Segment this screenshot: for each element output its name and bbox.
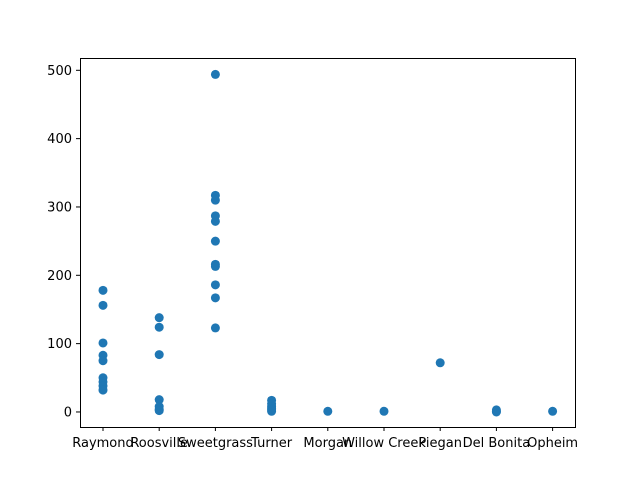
y-tick-label: 300 xyxy=(47,200,72,215)
x-tick-label: Piegan xyxy=(418,436,462,451)
y-tick-label: 100 xyxy=(47,337,72,352)
data-point xyxy=(98,300,108,310)
data-point xyxy=(210,236,220,246)
x-tick-label: Del Bonita xyxy=(463,436,531,451)
data-point xyxy=(323,406,333,416)
data-point xyxy=(210,323,220,333)
data-point xyxy=(548,406,558,416)
y-axis: 0 100 200 300 400 500 xyxy=(47,64,80,420)
x-tick-label: Raymond xyxy=(72,436,134,451)
data-point xyxy=(210,69,220,79)
data-point xyxy=(154,406,164,416)
data-point xyxy=(379,406,389,416)
y-tick-label: 200 xyxy=(47,269,72,284)
data-point xyxy=(154,350,164,360)
data-point xyxy=(210,195,220,205)
data-point xyxy=(210,261,220,271)
data-point xyxy=(267,406,277,416)
data-point xyxy=(210,280,220,290)
data-point xyxy=(435,358,445,368)
data-point xyxy=(98,356,108,366)
x-tick-label: Turner xyxy=(250,436,293,451)
data-point xyxy=(491,407,501,417)
plot-area xyxy=(98,69,558,417)
data-point xyxy=(154,395,164,405)
x-tick-label: Opheim xyxy=(527,436,578,451)
data-point xyxy=(154,313,164,323)
x-tick-label: Sweetgrass xyxy=(178,436,253,451)
data-point xyxy=(210,293,220,303)
y-tick-label: 400 xyxy=(47,132,72,147)
data-point xyxy=(210,216,220,226)
x-tick-label: Willow Creek xyxy=(342,436,426,451)
y-tick-label: 500 xyxy=(47,64,72,79)
x-tick-label: Roosville xyxy=(130,436,188,451)
data-point xyxy=(154,322,164,332)
data-point xyxy=(98,385,108,395)
axes-frame xyxy=(80,58,576,428)
x-tick-label: Morgan xyxy=(303,436,352,451)
y-tick-label: 0 xyxy=(64,405,72,420)
data-point xyxy=(98,285,108,295)
data-point xyxy=(98,338,108,348)
